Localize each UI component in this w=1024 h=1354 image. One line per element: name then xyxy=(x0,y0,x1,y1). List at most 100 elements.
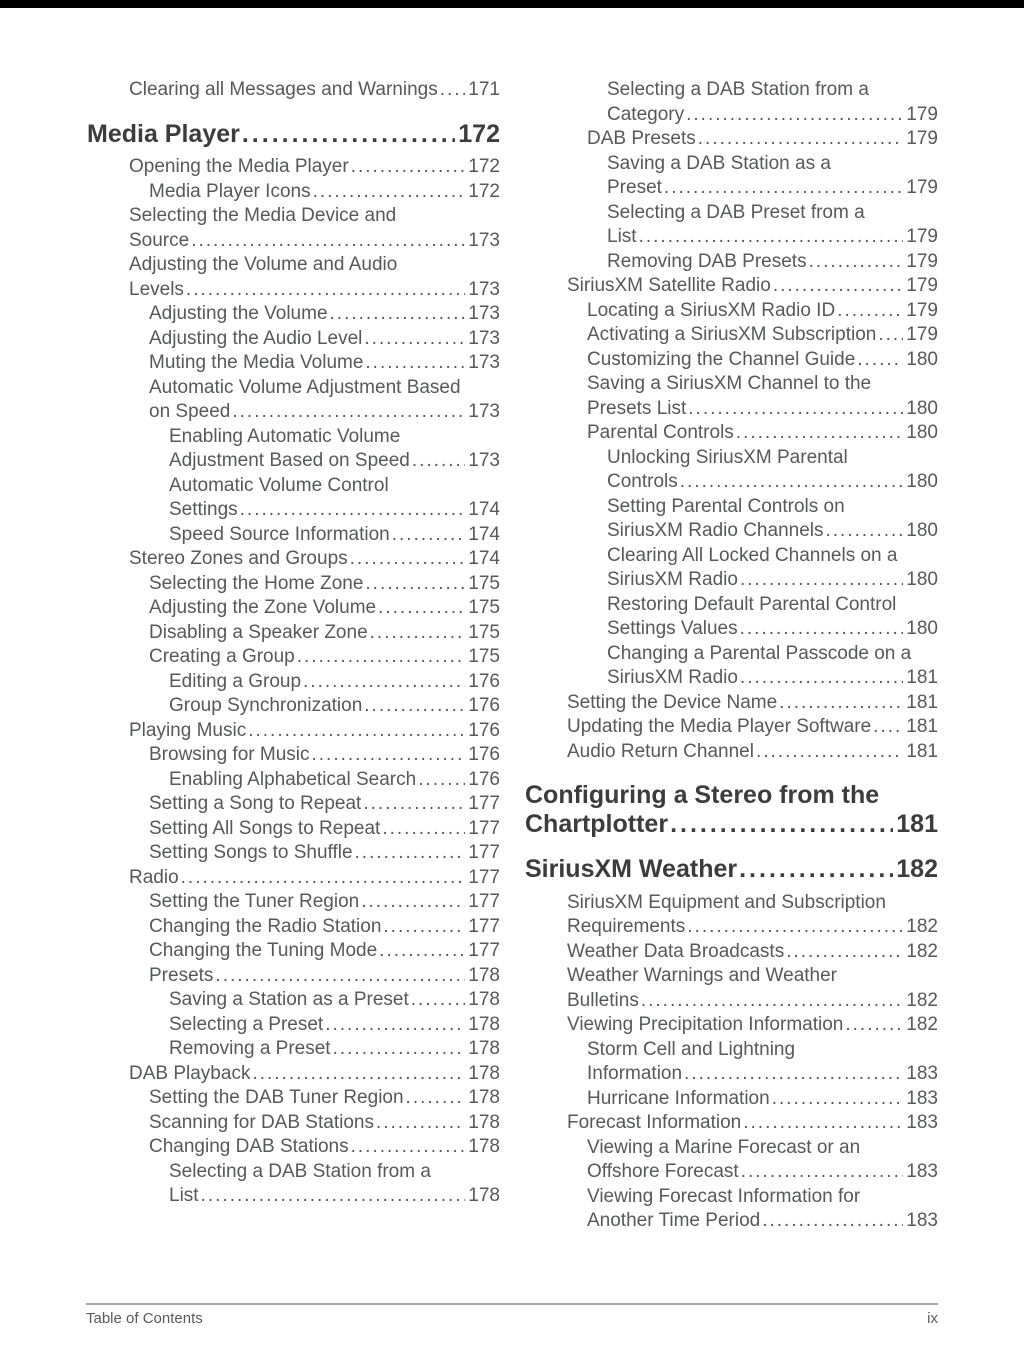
page-number: 174 xyxy=(468,499,500,520)
toc-entry-line: Weather Warnings and Weather xyxy=(567,964,938,989)
toc-entry-text: Restoring Default Parental Control xyxy=(607,593,897,615)
leader-dots xyxy=(740,568,903,593)
toc-entry: Selecting the Media Device and Source 173 xyxy=(86,204,500,253)
leader-dots xyxy=(857,348,903,373)
toc-entry: Selecting a Preset 178 xyxy=(86,1013,500,1038)
toc-entry: Setting Parental Controls on SiriusXM Rad… xyxy=(524,495,938,544)
page-number: 181 xyxy=(906,691,938,713)
toc-entry-text: on Speed xyxy=(149,401,231,422)
toc-entry: Scanning for DAB Stations 178 xyxy=(86,1111,500,1136)
page-number: 182 xyxy=(906,940,938,962)
toc-entry: Customizing the Channel Guide 180 xyxy=(524,348,938,373)
toc-entry-line: Forecast Information 183 xyxy=(567,1111,938,1136)
toc-entry: Viewing Forecast Information for Another … xyxy=(524,1185,938,1234)
scan-edge-top xyxy=(0,0,1024,8)
toc-entry-line: Configuring a Stereo from the xyxy=(525,781,938,810)
toc-entry-text: Information xyxy=(587,1063,683,1084)
leader-dots xyxy=(330,302,466,327)
toc-entry-line: Changing the Tuning Mode 177 xyxy=(149,939,500,964)
toc-entry-line: Disabling a Speaker Zone 175 xyxy=(149,621,500,646)
leader-dots xyxy=(411,988,466,1013)
leader-dots xyxy=(878,323,903,348)
toc-entry: Activating a SiriusXM Subscription 179 xyxy=(524,323,938,348)
toc-entry-line: Setting a Song to Repeat 177 xyxy=(149,792,500,817)
page-number: 176 xyxy=(468,670,500,692)
toc-entry: DAB Presets 179 xyxy=(524,127,938,152)
toc-entry: Audio Return Channel 181 xyxy=(524,740,938,765)
toc-entry-line: Automatic Volume Adjustment Based xyxy=(149,376,500,401)
page-number: 173 xyxy=(468,401,500,422)
page-number: 179 xyxy=(906,299,938,321)
toc-entry: SiriusXM Equipment and Subscription Requi… xyxy=(524,891,938,940)
page-number: 183 xyxy=(906,1161,938,1182)
toc-entry-text: Media Player Icons xyxy=(149,180,311,202)
leader-dots xyxy=(333,1037,466,1062)
page-number: 180 xyxy=(906,569,938,590)
toc-entry-text: Setting Songs to Shuffle xyxy=(149,842,353,863)
leader-dots xyxy=(779,691,903,716)
toc-entry: Unlocking SiriusXM Parental Controls 180 xyxy=(524,446,938,495)
toc-entry-text: Muting the Media Volume xyxy=(149,352,364,373)
leader-dots xyxy=(248,719,465,744)
page-number: 180 xyxy=(906,397,938,419)
toc-entry: Group Synchronization 176 xyxy=(86,694,500,719)
leader-dots xyxy=(297,645,466,670)
leader-dots xyxy=(664,176,903,201)
toc-entry-text: Removing a Preset xyxy=(169,1038,331,1059)
toc-entry-text: DAB Presets xyxy=(587,128,696,149)
leader-dots xyxy=(350,547,466,572)
toc-entry-text: Automatic Volume Control xyxy=(169,474,389,496)
toc-entry: Stereo Zones and Groups 174 xyxy=(86,547,500,572)
page-number: 179 xyxy=(906,226,938,247)
page-number: 181 xyxy=(906,716,938,737)
toc-entry-text: DAB Playback xyxy=(129,1062,251,1084)
toc-entry-text: Editing a Group xyxy=(169,670,302,692)
leader-dots xyxy=(837,299,903,324)
toc-entry: Media Player Icons 172 xyxy=(86,180,500,205)
table-of-contents: Clearing all Messages and Warnings 171 Med… xyxy=(86,78,938,1234)
toc-entry: Editing a Group 176 xyxy=(86,670,500,695)
toc-entry-text: Configuring a Stereo from the xyxy=(525,781,880,809)
page-number: 183 xyxy=(906,1112,938,1133)
toc-entry-line: SiriusXM Radio 180 xyxy=(607,568,938,593)
leader-dots xyxy=(392,523,466,548)
leader-dots xyxy=(670,810,893,839)
page-number: 182 xyxy=(896,855,938,883)
toc-entry-line: Setting the Device Name 181 xyxy=(567,691,938,716)
leader-dots xyxy=(684,1062,903,1087)
toc-entry-line: Changing DAB Stations 178 xyxy=(149,1135,500,1160)
toc-entry-text: SiriusXM Radio xyxy=(607,667,738,688)
leader-dots xyxy=(365,572,465,597)
toc-entry-line: Unlocking SiriusXM Parental xyxy=(607,446,938,471)
toc-entry-line: Viewing Forecast Information for xyxy=(587,1185,938,1210)
page-number: 179 xyxy=(906,250,938,272)
toc-entry-line: Restoring Default Parental Control xyxy=(607,593,938,618)
toc-heading: Media Player 172 xyxy=(86,120,500,149)
toc-entry-line: Activating a SiriusXM Subscription 179 xyxy=(587,323,938,348)
toc-entry-text: Setting Parental Controls on xyxy=(607,495,845,517)
page-number: 181 xyxy=(906,740,938,762)
toc-entry-text: Levels xyxy=(129,278,184,300)
leader-dots xyxy=(698,127,904,152)
page-number: 178 xyxy=(468,989,500,1010)
toc-entry: Creating a Group 175 xyxy=(86,645,500,670)
leader-dots xyxy=(370,621,466,646)
toc-entry-text: Changing DAB Stations xyxy=(149,1136,349,1157)
toc-entry-text: Viewing Precipitation Information xyxy=(567,1014,844,1035)
toc-entry-text: Enabling Automatic Volume xyxy=(169,425,401,447)
toc-entry: Locating a SiriusXM Radio ID 179 xyxy=(524,299,938,324)
toc-entry-line: Enabling Alphabetical Search 176 xyxy=(169,768,500,793)
toc-entry-line: Requirements 182 xyxy=(567,915,938,940)
toc-entry-line: Selecting the Media Device and xyxy=(129,204,500,229)
toc-entry: Presets 178 xyxy=(86,964,500,989)
leader-dots xyxy=(743,1111,903,1136)
leader-dots xyxy=(355,841,466,866)
toc-entry-line: Settings 174 xyxy=(169,498,500,523)
toc-entry: Adjusting the Zone Volume 175 xyxy=(86,596,500,621)
toc-entry-line: Changing a Parental Passcode on a xyxy=(607,642,938,667)
page-number: 179 xyxy=(906,128,938,149)
toc-entry-line: Saving a DAB Station as a xyxy=(607,152,938,177)
page-number: 177 xyxy=(468,915,500,937)
page-number: 171 xyxy=(468,79,500,100)
toc-entry-text: Setting All Songs to Repeat xyxy=(149,817,381,839)
